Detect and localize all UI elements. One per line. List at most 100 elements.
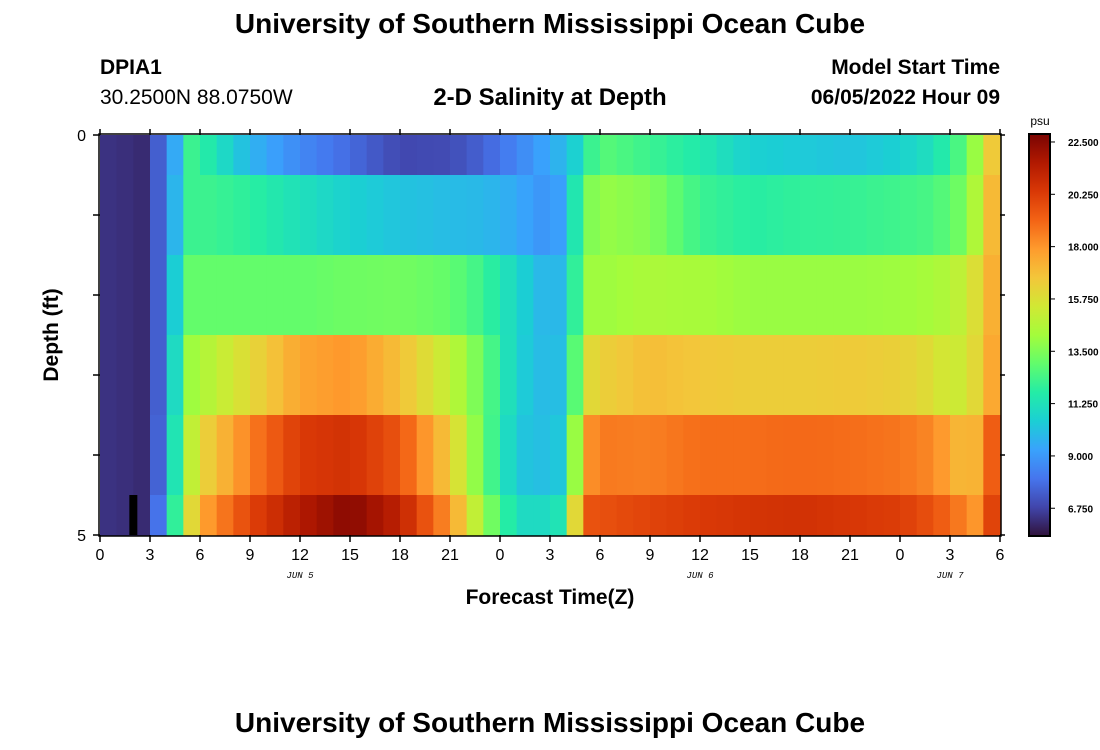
heat-cell (750, 135, 768, 176)
x-tick-label: 18 (391, 547, 409, 564)
heat-cell (200, 175, 218, 256)
heat-cell (566, 335, 584, 416)
heat-cell (916, 495, 934, 536)
heat-cell (883, 415, 901, 496)
heat-cell (866, 415, 884, 496)
heat-cell (700, 255, 718, 336)
model-start-value: 06/05/2022 Hour 09 (810, 86, 1000, 109)
heat-cell (250, 495, 268, 536)
heat-cell (950, 135, 968, 176)
heat-cell (550, 135, 568, 176)
heat-cell (583, 135, 601, 176)
heat-cell (333, 255, 351, 336)
heat-cell (416, 495, 434, 536)
heat-cell (450, 175, 468, 256)
heat-cell (166, 135, 184, 176)
heat-cell (816, 415, 834, 496)
heat-cell (533, 415, 551, 496)
heat-cell (850, 415, 868, 496)
heat-cell (133, 415, 151, 496)
heat-cell (666, 255, 684, 336)
heat-cell (533, 135, 551, 176)
heat-cell (216, 135, 234, 176)
heat-cell (983, 335, 1001, 416)
heat-cell (383, 175, 401, 256)
heat-cell (366, 255, 384, 336)
x-tick-label: 21 (441, 547, 459, 564)
x-tick-label: 12 (691, 547, 709, 564)
heat-cell (800, 495, 818, 536)
heat-cell (533, 175, 551, 256)
heat-cell (350, 335, 368, 416)
heat-cell (300, 175, 318, 256)
heat-cell (266, 175, 284, 256)
x-axis-label: Forecast Time(Z) (466, 586, 635, 609)
heat-cell (883, 335, 901, 416)
heat-cell (250, 255, 268, 336)
heat-cell (900, 255, 918, 336)
heat-cell (233, 135, 251, 176)
heat-cell (783, 335, 801, 416)
heat-cell (283, 255, 301, 336)
heat-cell (350, 415, 368, 496)
heat-cell (700, 335, 718, 416)
heat-cell (700, 495, 718, 536)
heat-cell (233, 495, 251, 536)
heat-cell (100, 255, 118, 336)
heat-cell (583, 175, 601, 256)
heat-cell (166, 175, 184, 256)
heat-cell (283, 175, 301, 256)
heat-cell (183, 415, 201, 496)
heat-cell (900, 175, 918, 256)
heat-cell (300, 255, 318, 336)
heat-cell (100, 415, 118, 496)
heat-cell (483, 255, 501, 336)
colorbar-tick-label: 13.500 (1068, 347, 1099, 358)
date-label: JUN 6 (686, 571, 714, 581)
heat-cell (116, 135, 134, 176)
heat-cell (450, 335, 468, 416)
heat-cell (316, 415, 334, 496)
heat-cell (950, 335, 968, 416)
x-tick-label: 15 (341, 547, 359, 564)
heat-cell (900, 335, 918, 416)
heat-cell (250, 335, 268, 416)
colorbar-tick-label: 20.250 (1068, 190, 1099, 201)
heat-cell (850, 175, 868, 256)
heat-cell (566, 255, 584, 336)
heat-cell (750, 335, 768, 416)
x-tick-label: 9 (646, 547, 655, 564)
heat-cell (733, 495, 751, 536)
heat-cell (233, 335, 251, 416)
heat-cell (866, 135, 884, 176)
heat-cell (800, 135, 818, 176)
heat-cell (383, 335, 401, 416)
heat-cell (566, 415, 584, 496)
heat-cell (150, 135, 168, 176)
heat-cell (766, 415, 784, 496)
heat-cell (733, 335, 751, 416)
heat-cell (600, 415, 618, 496)
heat-cell (500, 135, 518, 176)
heat-cell (783, 135, 801, 176)
heat-cell (783, 415, 801, 496)
heat-cell (216, 495, 234, 536)
heat-cell (950, 175, 968, 256)
heat-cell (166, 335, 184, 416)
heat-cell (600, 135, 618, 176)
heat-cell (966, 175, 984, 256)
heat-cell (416, 335, 434, 416)
heat-cell (716, 175, 734, 256)
heat-cell (933, 335, 951, 416)
heat-cell (250, 135, 268, 176)
x-tick-label: 3 (546, 547, 555, 564)
model-start-label: Model Start Time (831, 56, 1000, 79)
heat-cell (650, 415, 668, 496)
heat-cell (683, 175, 701, 256)
heat-cell (183, 135, 201, 176)
heat-cell (216, 255, 234, 336)
heat-cell (600, 495, 618, 536)
heat-cell (666, 135, 684, 176)
heat-cell (400, 415, 418, 496)
x-tick-label: 0 (496, 547, 505, 564)
